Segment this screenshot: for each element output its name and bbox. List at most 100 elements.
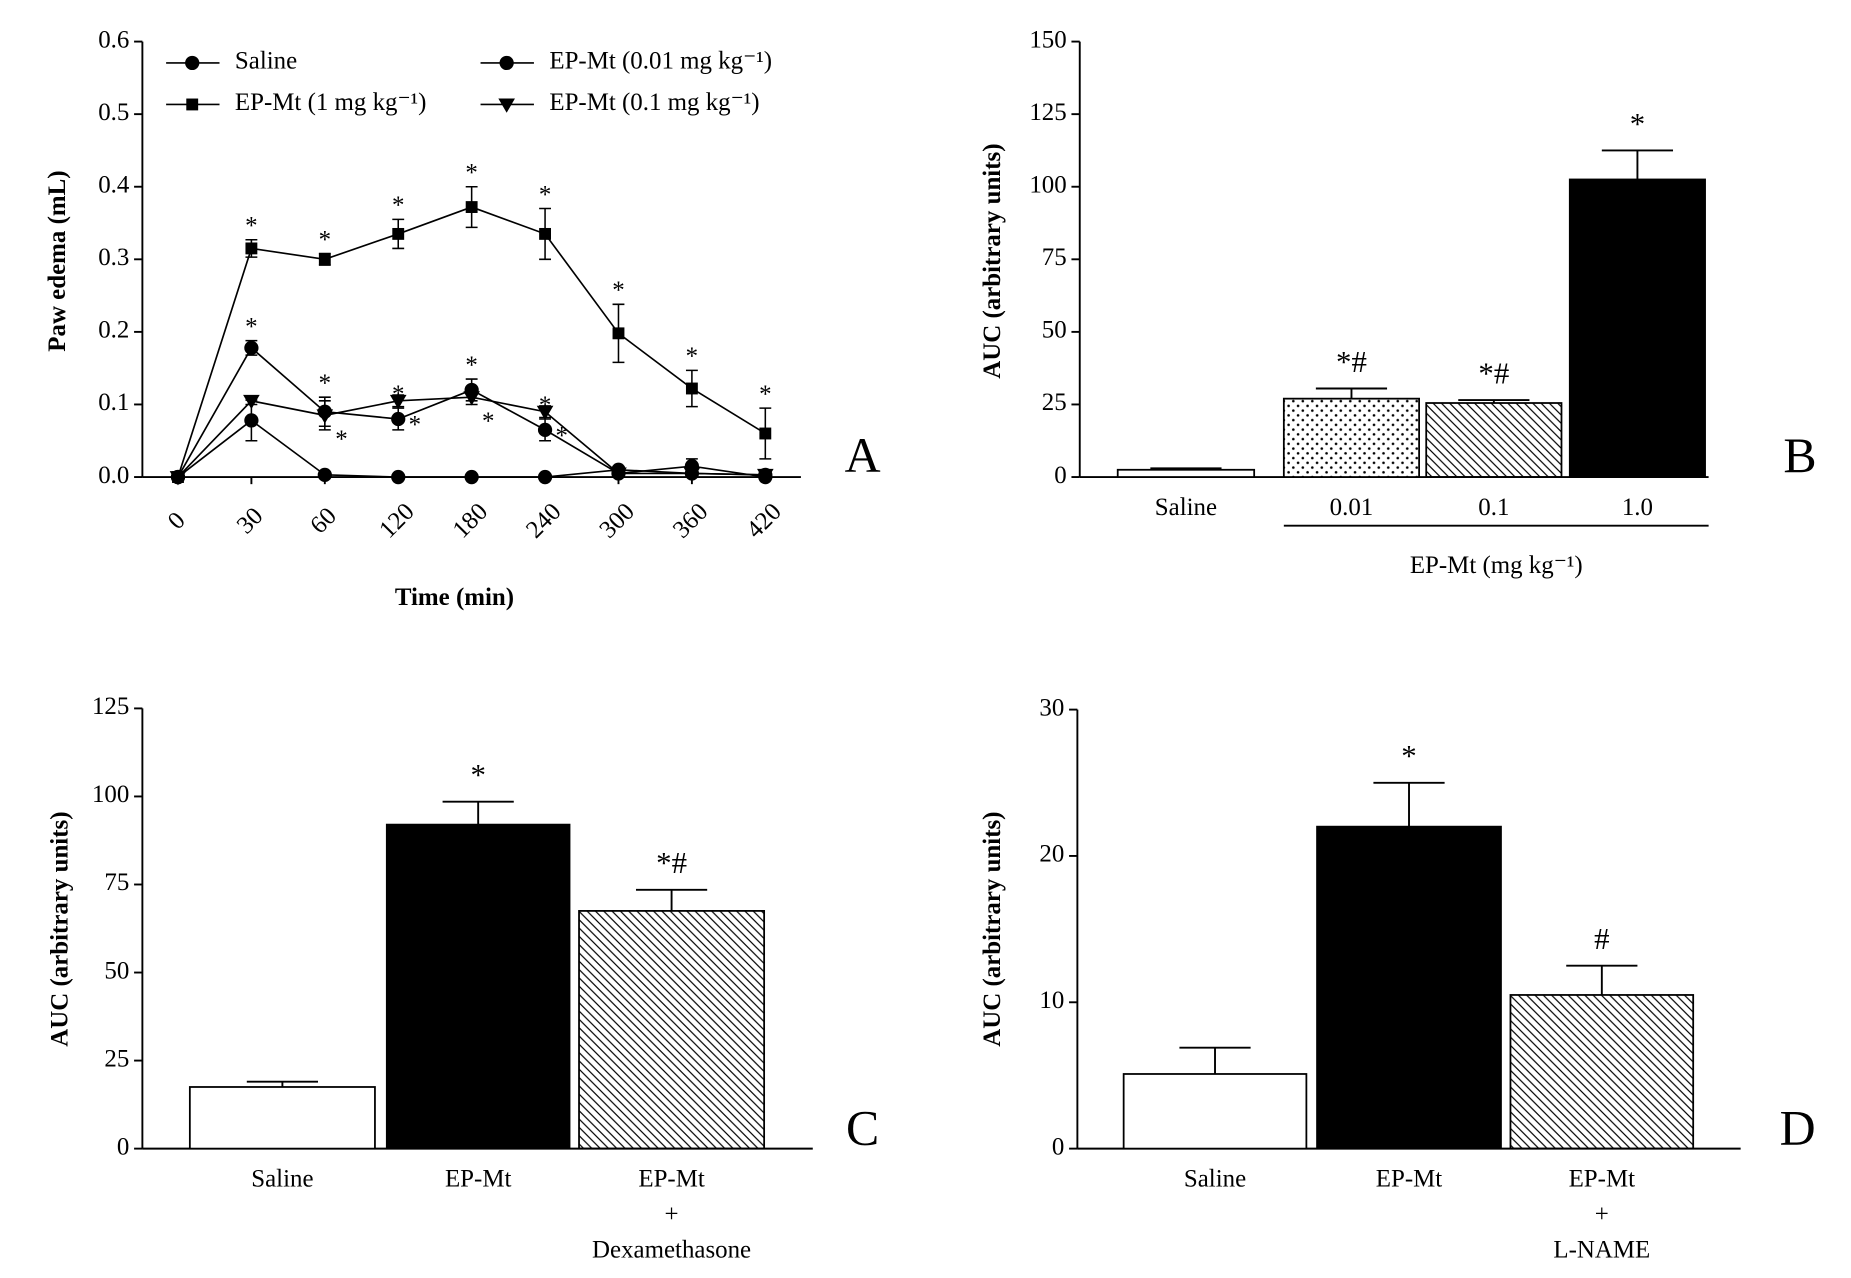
y-tick-label: 100 (1029, 171, 1066, 198)
marker (243, 394, 260, 410)
group-label: EP-Mt (mg kg⁻¹) (1410, 552, 1583, 579)
y-tick-label: 0.6 (98, 26, 129, 53)
legend-marker (498, 98, 515, 113)
significance: * (555, 423, 567, 450)
bar (578, 910, 766, 1150)
marker (539, 227, 551, 240)
marker (537, 422, 553, 437)
x-tick-label: + (1595, 1201, 1609, 1228)
significance: * (245, 213, 257, 240)
x-tick-label: 300 (594, 498, 640, 544)
y-tick-label: 30 (1039, 694, 1064, 721)
marker (245, 242, 258, 255)
legend-marker (185, 55, 200, 71)
x-tick-label: EP-Mt (1376, 1165, 1443, 1192)
significance: # (1594, 922, 1609, 956)
panel-label: C (846, 1101, 879, 1156)
y-tick-label: 0.4 (98, 171, 130, 198)
y-tick-label: 75 (104, 869, 129, 896)
bar (1122, 1073, 1308, 1150)
x-tick-label: L-NAME (1553, 1237, 1650, 1264)
significance: * (465, 160, 477, 187)
legend-label: EP-Mt (0.01 mg kg⁻¹) (549, 48, 772, 75)
y-tick-label: 50 (1042, 317, 1067, 344)
y-axis-label: AUC (arbitrary units) (979, 812, 1006, 1047)
significance: *# (1478, 356, 1509, 390)
significance: * (409, 412, 421, 439)
marker (244, 413, 259, 428)
bar (1425, 402, 1563, 478)
marker (465, 201, 478, 213)
y-tick-label: 0.1 (98, 389, 129, 416)
error-bar (1179, 1046, 1251, 1074)
marker (685, 382, 698, 395)
marker (536, 405, 554, 421)
marker (757, 468, 774, 484)
y-tick-label: 0.3 (98, 244, 129, 271)
marker (317, 467, 332, 482)
significance: *# (1336, 345, 1367, 379)
significance: * (686, 343, 698, 370)
panel-label: A (845, 428, 881, 483)
panel-label: D (1780, 1101, 1816, 1156)
legend-marker (186, 98, 199, 111)
significance: * (759, 381, 771, 408)
x-tick-label: 420 (741, 498, 787, 544)
series-line (177, 396, 766, 478)
bar (188, 1086, 376, 1150)
y-axis-label: AUC (arbitrary units) (979, 143, 1006, 378)
panel-label: B (1783, 428, 1816, 483)
y-axis-label: Paw edema (mL) (44, 170, 71, 351)
significance: * (319, 370, 331, 397)
bar (1316, 825, 1502, 1150)
x-tick-label: 180 (448, 498, 494, 544)
y-tick-label: 20 (1039, 841, 1064, 868)
y-tick-label: 0.2 (98, 317, 129, 344)
legend-marker (499, 55, 514, 71)
significance: * (1401, 739, 1416, 773)
series-line (177, 206, 766, 478)
y-axis-label: AUC (arbitrary units) (46, 812, 73, 1047)
y-tick-label: 10 (1039, 987, 1064, 1014)
marker (759, 427, 772, 440)
marker (318, 253, 331, 266)
marker (610, 467, 627, 482)
marker (537, 469, 553, 485)
y-tick-label: 25 (104, 1045, 129, 1072)
x-tick-label: EP-Mt (638, 1165, 705, 1192)
x-tick-label: Saline (1155, 494, 1217, 521)
legend-label: EP-Mt (0.1 mg kg⁻¹) (549, 89, 759, 116)
significance: *# (656, 846, 687, 880)
x-tick-label: Dexamethasone (592, 1237, 751, 1264)
y-tick-label: 75 (1042, 244, 1067, 271)
x-tick-label: + (665, 1201, 679, 1228)
significance: * (1630, 107, 1645, 141)
y-tick-label: 125 (92, 693, 129, 720)
bar (1568, 178, 1706, 478)
y-tick-label: 50 (104, 957, 129, 984)
x-tick-label: EP-Mt (445, 1165, 512, 1192)
marker (391, 411, 406, 427)
y-tick-label: 0 (1054, 462, 1066, 489)
x-tick-label: 0.01 (1330, 494, 1374, 521)
marker (389, 394, 407, 410)
x-tick-label: 360 (668, 498, 714, 544)
marker (683, 467, 701, 482)
series-line (177, 419, 766, 478)
legend-label: Saline (235, 48, 297, 75)
x-tick-label: 60 (305, 503, 342, 540)
error-bar (1373, 781, 1445, 827)
marker (612, 327, 625, 340)
y-tick-label: 0.0 (98, 462, 129, 489)
y-tick-label: 125 (1029, 99, 1066, 126)
x-axis-label: Time (min) (395, 584, 514, 611)
significance: * (392, 192, 404, 219)
significance: * (482, 408, 494, 435)
y-tick-label: 100 (92, 781, 129, 808)
significance: * (465, 352, 477, 379)
significance: * (539, 181, 551, 208)
y-tick-label: 150 (1029, 26, 1066, 53)
legend-label: EP-Mt (1 mg kg⁻¹) (235, 89, 427, 116)
error-bar (635, 888, 708, 911)
